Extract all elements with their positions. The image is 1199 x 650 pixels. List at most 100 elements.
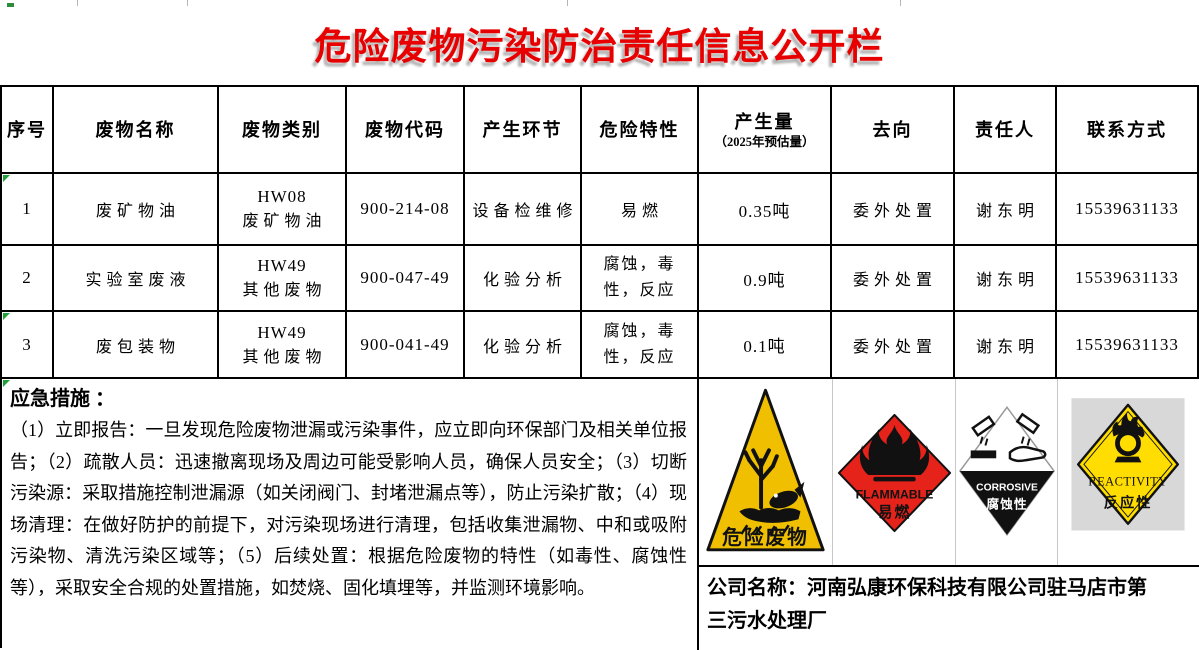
cell-value: 委外处置: [852, 203, 937, 220]
grid-tick: [900, 0, 901, 6]
cell-value: 腐蚀，毒性，反应: [603, 256, 676, 299]
header-label: 废物代码: [365, 119, 445, 140]
company-name: 公司名称：河南弘康环保科技有限公司驻马店市第三污水处理厂: [699, 567, 1199, 650]
sign-label-en: REACTIVITY: [1088, 474, 1167, 488]
cell-value: 废矿物油: [95, 203, 180, 220]
table-row-cell: HW08 废矿物油: [219, 174, 347, 246]
cell-value: 废包装物: [95, 338, 180, 356]
excel-error-marker: [3, 380, 10, 387]
table-row-cell: 废矿物油: [54, 174, 219, 246]
table-row-cell: 实验室废液: [54, 246, 219, 312]
cell-value: 其他废物: [242, 348, 327, 366]
cell-value: 委外处置: [852, 272, 937, 289]
reactivity-icon: REACTIVITY 反应性: [1059, 381, 1197, 563]
header-cell-no: 序号: [2, 87, 54, 174]
header-label: 废物类别: [242, 119, 322, 140]
corrosive-sign: CORROSIVE 腐蚀性: [955, 379, 1057, 565]
header-cell-destination: 去向: [832, 87, 955, 174]
cell-value: 0.9吨: [743, 270, 786, 290]
cell-value: 900-041-49: [360, 334, 450, 354]
table-row-cell: 0.9吨: [699, 246, 832, 312]
table-row-cell: 腐蚀，毒性，反应: [582, 312, 699, 379]
cell-value: 0.35吨: [738, 201, 791, 221]
hazardous-waste-sign: 危险废物: [699, 379, 832, 565]
sign-label-en: CORROSIVE: [976, 483, 1038, 494]
cell-value: 设备检维修: [472, 203, 578, 220]
table-row-cell: 废包装物: [54, 312, 219, 379]
info-table: 序号 废物名称 废物类别 废物代码 产生环节 危险特性 产生量 （2025年预估…: [0, 85, 1199, 650]
emergency-label: 应急措施 ：: [10, 388, 115, 410]
header-cell-person: 责任人: [955, 87, 1057, 174]
cell-value: 0.1吨: [743, 337, 786, 356]
cell-value: 废矿物油: [242, 213, 327, 230]
cell-value: 900-214-08: [360, 199, 450, 218]
excel-error-marker: [3, 313, 10, 320]
cell-value: 化验分析: [482, 272, 567, 289]
cell-value: 2: [22, 268, 32, 287]
sign-label-zh: 易燃: [877, 503, 910, 521]
table-row-cell: 腐蚀，毒性，反应: [582, 246, 699, 312]
header-note: （2025年预估量）: [714, 134, 815, 149]
table-row-cell: 15539631133: [1057, 174, 1197, 246]
cell-value: 15539631133: [1075, 268, 1179, 287]
table-row-cell: 易燃: [582, 174, 699, 246]
table-row-cell: 谢东明: [955, 174, 1057, 246]
hazardous-waste-icon: 危险废物: [700, 381, 831, 563]
sign-label: 危险废物: [722, 526, 809, 549]
table-row-cell: HW49 其他废物: [219, 246, 347, 312]
emergency-text: （1）立即报告：一旦发现危险废物泄漏或污染事件，应立即向环保部门及相关单位报告；…: [10, 420, 687, 598]
table-row-cell: 900-041-49: [347, 312, 465, 379]
corrosive-icon: CORROSIVE 腐蚀性: [956, 379, 1057, 565]
cell-value: 900-047-49: [360, 268, 450, 287]
hazard-signs-row: 危险废物 FLAMMABLE 易燃: [699, 379, 1199, 567]
cell-value: 谢东明: [975, 272, 1039, 289]
header-cell-phone: 联系方式: [1057, 87, 1197, 174]
table-row-cell: 3: [2, 312, 54, 379]
header-label: 废物名称: [95, 119, 176, 140]
table-row-cell: HW49 其他废物: [219, 312, 347, 379]
header-label: 序号: [7, 119, 47, 140]
table-row-cell: 900-214-08: [347, 174, 465, 246]
reactivity-sign: REACTIVITY 反应性: [1057, 379, 1198, 565]
cell-value: HW49: [257, 256, 307, 275]
excel-error-marker: [3, 175, 10, 182]
header-cell-name: 废物名称: [54, 87, 219, 174]
header-label: 产生环节: [482, 119, 563, 140]
header-label: 产生量: [734, 111, 795, 132]
cell-value: 谢东明: [975, 338, 1039, 356]
cell-value: 化验分析: [482, 338, 567, 356]
table-row-cell: 设备检维修: [465, 174, 582, 246]
header-cell-hazard: 危险特性: [582, 87, 699, 174]
header-label: 去向: [872, 119, 913, 140]
cell-value: HW49: [257, 322, 307, 342]
table-row-cell: 谢东明: [955, 246, 1057, 312]
flammable-icon: FLAMMABLE 易燃: [833, 379, 955, 565]
cell-value: 实验室废液: [85, 272, 191, 289]
header-cell-code: 废物代码: [347, 87, 465, 174]
cell-value: 15539631133: [1075, 199, 1179, 218]
header-label: 责任人: [975, 119, 1035, 140]
cell-value: 15539631133: [1075, 334, 1179, 354]
page-title: 危险废物污染防治责任信息公开栏: [314, 26, 885, 68]
header-label: 危险特性: [599, 119, 680, 140]
table-row-cell: 1: [2, 174, 54, 246]
emergency-measures: 应急措施 ： （1）立即报告：一旦发现危险废物泄漏或污染事件，应立即向环保部门及…: [2, 379, 699, 650]
sign-label-zh: 腐蚀性: [986, 496, 1027, 511]
table-row-cell: 2: [2, 246, 54, 312]
header-cell-stage: 产生环节: [465, 87, 582, 174]
table-row-cell: 15539631133: [1057, 312, 1197, 379]
cell-value: 腐蚀，毒性，反应: [603, 322, 676, 366]
table-row-cell: 委外处置: [832, 174, 955, 246]
cell-value: 其他废物: [242, 282, 327, 299]
table-row-cell: 0.1吨: [699, 312, 832, 379]
sign-label-en: FLAMMABLE: [855, 488, 933, 502]
grid-tick: [187, 0, 188, 6]
sheet-corner-mark: [7, 3, 14, 7]
cell-value: 谢东明: [975, 203, 1039, 220]
table-row-cell: 15539631133: [1057, 246, 1197, 312]
cell-value: HW08: [257, 187, 307, 206]
table-row-cell: 化验分析: [465, 246, 582, 312]
cell-value: 易燃: [620, 203, 663, 220]
header-cell-amount: 产生量 （2025年预估量）: [699, 87, 832, 174]
grid-tick: [567, 0, 568, 6]
